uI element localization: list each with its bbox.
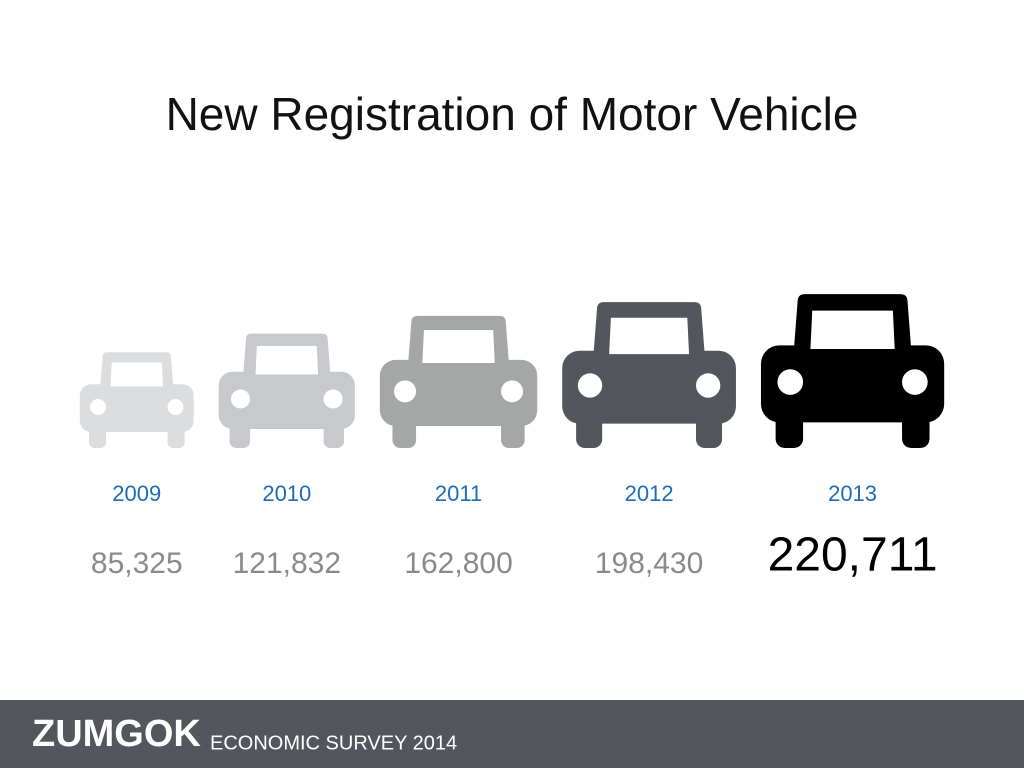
car-headlight <box>167 399 184 415</box>
footer-bar <box>0 700 1024 768</box>
car-window <box>810 310 895 350</box>
car-icon <box>218 333 355 448</box>
pictograph: 2009 85,325 2010 121,832 2011 162,800 2012 198,… <box>79 294 945 582</box>
value-label: 121,832 <box>233 547 341 580</box>
car-icon <box>562 302 736 448</box>
car-window <box>110 362 163 387</box>
car-icon <box>760 294 945 448</box>
year-label: 2013 <box>828 481 877 506</box>
car-body <box>79 384 194 433</box>
car-wheel <box>323 415 344 448</box>
footer-subtitle: ECONOMIC SURVEY 2014 <box>210 732 457 754</box>
car-headlight <box>501 380 524 403</box>
car-window <box>422 329 495 364</box>
year-label: 2011 <box>435 481 482 506</box>
year-label: 2012 <box>625 481 674 506</box>
car-wheel <box>576 406 603 448</box>
car-headlight <box>695 373 721 398</box>
car-wheel <box>775 404 804 448</box>
value-label: 198,430 <box>595 547 703 580</box>
car-wheel <box>167 420 185 448</box>
car-icon <box>79 352 194 448</box>
footer-brand: ZUMGOK <box>32 713 201 755</box>
car-icon <box>379 315 538 448</box>
car-headlight <box>90 399 107 415</box>
value-label: 220,711 <box>768 529 938 582</box>
car-body <box>379 359 538 426</box>
car-headlight <box>577 373 603 398</box>
chart-title: New Registration of Motor Vehicle <box>166 88 859 140</box>
car-wheel <box>88 420 107 448</box>
car-wheel <box>501 410 525 448</box>
year-label: 2009 <box>112 481 161 506</box>
car-window <box>255 345 319 375</box>
car-headlight <box>394 380 417 403</box>
value-label: 162,800 <box>404 547 512 580</box>
value-label: 85,325 <box>91 547 183 580</box>
car-window <box>609 317 690 355</box>
car-body <box>562 350 736 424</box>
car-headlight <box>902 369 928 395</box>
car-wheel <box>695 406 723 448</box>
car-headlight <box>323 389 343 409</box>
car-wheel <box>229 415 251 448</box>
car-headlight <box>230 389 251 409</box>
car-wheel <box>392 410 417 448</box>
car-headlight <box>777 369 804 395</box>
car-body <box>760 345 945 423</box>
car-body <box>218 371 355 429</box>
car-wheel <box>902 404 930 448</box>
year-label: 2010 <box>262 481 311 506</box>
